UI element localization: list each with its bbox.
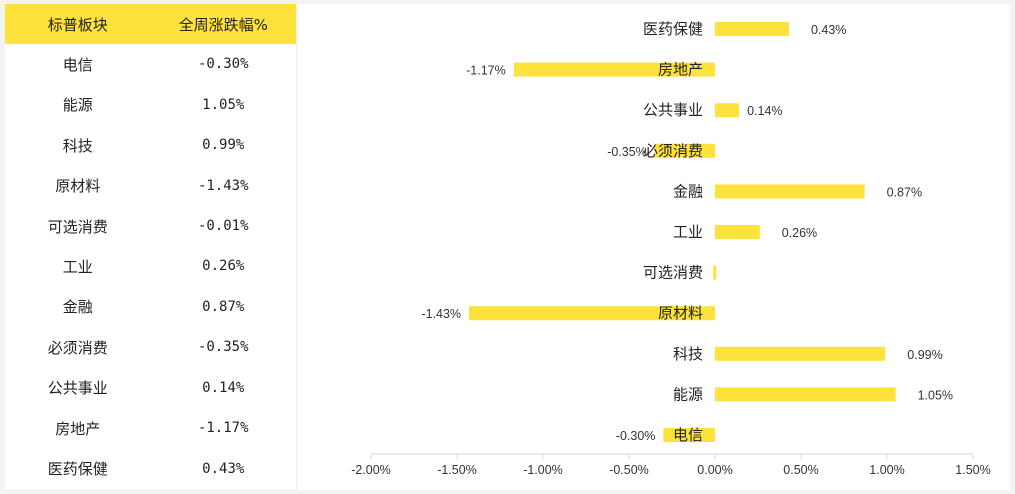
table-row: 金融 0.87% — [5, 287, 296, 327]
cell-sector[interactable]: 医药保健 — [47, 460, 108, 479]
bar — [654, 143, 715, 158]
bar — [663, 428, 715, 442]
cell-sector[interactable]: 能源 — [62, 96, 93, 115]
cell-change[interactable]: -0.01% — [197, 218, 249, 235]
table-row: 必须消费 -0.35% — [5, 327, 296, 367]
data-label: -0.30% — [616, 429, 656, 443]
table-row: 电信 -0.30% — [5, 44, 296, 84]
table-row: 可选消费 -0.01% — [5, 206, 296, 246]
x-tick-label: 0.50% — [783, 463, 818, 477]
data-labels-group: 0.43% -1.17% 0.14% -0.35% 0.87% 0.26% -1.43% 0.… — [421, 23, 953, 443]
table-header-row: 标普板块 全周涨跌幅% — [5, 4, 296, 44]
data-label: 0.14% — [747, 104, 782, 118]
cell-sector[interactable]: 可选消费 — [47, 217, 108, 236]
data-label: 0.99% — [907, 348, 942, 362]
bar — [513, 62, 715, 77]
category-label: 能源 — [673, 385, 703, 403]
category-label: 科技 — [673, 345, 703, 363]
table-row: 工业 0.26% — [5, 246, 296, 286]
tick-labels-group: -2.00% -1.50% -1.00% -0.50% 0.00% 0.50% 1.00% 1… — [351, 463, 991, 477]
data-label: 0.87% — [887, 185, 922, 199]
cell-sector[interactable]: 电信 — [62, 55, 93, 74]
table-row: 公共事业 0.14% — [5, 368, 296, 408]
cell-sector[interactable]: 工业 — [62, 257, 93, 276]
cell-change[interactable]: 0.87% — [202, 298, 245, 315]
cell-change[interactable]: -0.35% — [197, 339, 249, 356]
chart-panel[interactable]: 医药保健房地产公共事业必须消费金融工业可选消费原材料科技能源电信 0.43% -1… — [298, 4, 1010, 490]
header-change: 全周涨跌幅% — [150, 4, 296, 44]
cell-change[interactable]: 0.26% — [202, 258, 245, 275]
cell-sector[interactable]: 原材料 — [55, 177, 101, 196]
data-label: 1.05% — [918, 388, 953, 402]
data-label: -1.43% — [421, 307, 461, 321]
bar — [469, 306, 715, 321]
data-label: -0.35% — [607, 145, 647, 159]
table-row: 医药保健 0.43% — [5, 449, 296, 489]
cell-sector[interactable]: 房地产 — [55, 419, 101, 438]
cell-sector[interactable]: 必须消费 — [47, 338, 108, 357]
x-tick-label: 1.00% — [869, 463, 904, 477]
x-tick-label: -1.00% — [523, 463, 563, 477]
bar — [715, 225, 760, 239]
cell-change[interactable]: -1.43% — [197, 177, 249, 194]
x-tick-label: 0.00% — [697, 463, 732, 477]
category-label: 工业 — [673, 223, 703, 241]
category-label: 可选消费 — [643, 264, 703, 282]
cell-change[interactable]: -1.17% — [197, 420, 249, 437]
cell-change[interactable]: -0.30% — [197, 56, 249, 73]
axes-group — [370, 453, 974, 459]
bar — [715, 184, 865, 199]
bars-group — [469, 22, 896, 442]
sector-table: 标普板块 全周涨跌幅% 电信 -0.30% 能源 1.05% 科技 0.99% … — [5, 4, 296, 489]
x-tick-label: -2.00% — [351, 463, 391, 477]
data-label: -1.17% — [466, 64, 506, 78]
category-label: 必须消费 — [643, 142, 703, 160]
table-row: 原材料 -1.43% — [5, 165, 296, 205]
cell-sector[interactable]: 科技 — [62, 136, 93, 155]
table-row: 科技 0.99% — [5, 125, 296, 165]
category-label: 房地产 — [658, 61, 703, 79]
cell-sector[interactable]: 金融 — [62, 298, 93, 317]
x-tick-label: -1.50% — [437, 463, 477, 477]
cell-sector[interactable]: 公共事业 — [47, 379, 108, 398]
header-sector: 标普板块 — [5, 4, 151, 44]
table-row: 房地产 -1.17% — [5, 408, 296, 448]
cell-change[interactable]: 1.05% — [202, 96, 245, 113]
category-label: 公共事业 — [643, 101, 703, 119]
bar — [713, 265, 717, 280]
x-tick-label: -0.50% — [609, 463, 649, 477]
data-label: 0.26% — [782, 226, 817, 240]
cell-change[interactable]: 0.99% — [202, 137, 245, 154]
category-label: 金融 — [673, 182, 703, 200]
bar — [715, 387, 896, 402]
bar — [715, 103, 740, 118]
bar — [715, 346, 886, 361]
x-tick-label: 1.50% — [955, 463, 990, 477]
category-label: 医药保健 — [643, 20, 703, 38]
cell-change[interactable]: 0.43% — [202, 460, 245, 477]
data-label: 0.43% — [811, 23, 846, 37]
category-label: 原材料 — [658, 304, 703, 322]
category-label: 电信 — [673, 426, 703, 444]
cell-change[interactable]: 0.14% — [202, 379, 245, 396]
table-row: 能源 1.05% — [5, 84, 296, 124]
bar — [715, 22, 789, 36]
